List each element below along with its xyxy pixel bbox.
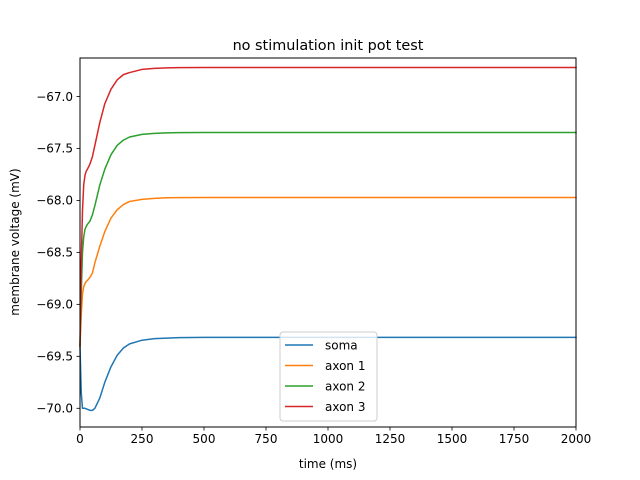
x-tick-label: 1250 [375, 432, 406, 446]
x-tick-label: 2000 [561, 432, 592, 446]
y-tick-label: −68.0 [36, 194, 73, 208]
y-tick-label: −67.5 [36, 142, 73, 156]
y-axis-ticks: −70.0 −69.5 −69.0 −68.5 −68.0 −67.5 −67.0 [36, 90, 80, 416]
legend-label: axon 1 [325, 359, 365, 373]
x-tick-label: 500 [193, 432, 216, 446]
x-tick-label: 250 [131, 432, 154, 446]
chart-title: no stimulation init pot test [233, 38, 424, 54]
x-tick-label: 0 [76, 432, 84, 446]
x-axis-label: time (ms) [299, 457, 357, 471]
series-line-2 [79, 131, 577, 347]
y-axis-label: membrane voltage (mV) [8, 168, 22, 315]
plot-lines [79, 66, 577, 412]
x-tick-label: 1500 [437, 432, 468, 446]
y-tick-label: −68.5 [36, 246, 73, 260]
x-tick-label: 1750 [499, 432, 530, 446]
legend-box [279, 331, 378, 422]
x-tick-label: 1000 [313, 432, 344, 446]
series-line-3 [79, 66, 577, 347]
y-tick-label: −67.0 [36, 90, 73, 104]
x-tick-label: 750 [255, 432, 278, 446]
x-axis-ticks: 0 250 500 750 1000 1250 1500 1750 2000 [76, 427, 591, 446]
legend-label: axon 2 [325, 379, 365, 393]
y-tick-label: −70.0 [36, 402, 73, 416]
y-tick-label: −69.0 [36, 298, 73, 312]
legend: soma axon 1 axon 2 axon 3 [279, 331, 378, 422]
legend-label: axon 3 [325, 400, 365, 414]
legend-label: soma [325, 338, 358, 352]
series-line-0 [79, 336, 577, 412]
series-line-1 [79, 196, 577, 347]
y-tick-label: −69.5 [36, 350, 73, 364]
